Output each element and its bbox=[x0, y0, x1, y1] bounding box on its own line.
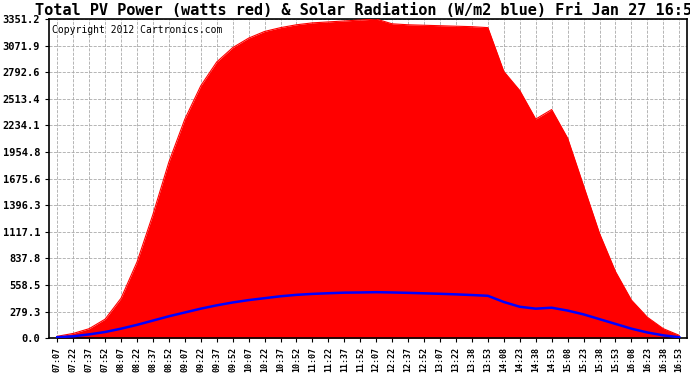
Title: Total PV Power (watts red) & Solar Radiation (W/m2 blue) Fri Jan 27 16:58: Total PV Power (watts red) & Solar Radia… bbox=[35, 3, 690, 18]
Text: Copyright 2012 Cartronics.com: Copyright 2012 Cartronics.com bbox=[52, 26, 223, 35]
